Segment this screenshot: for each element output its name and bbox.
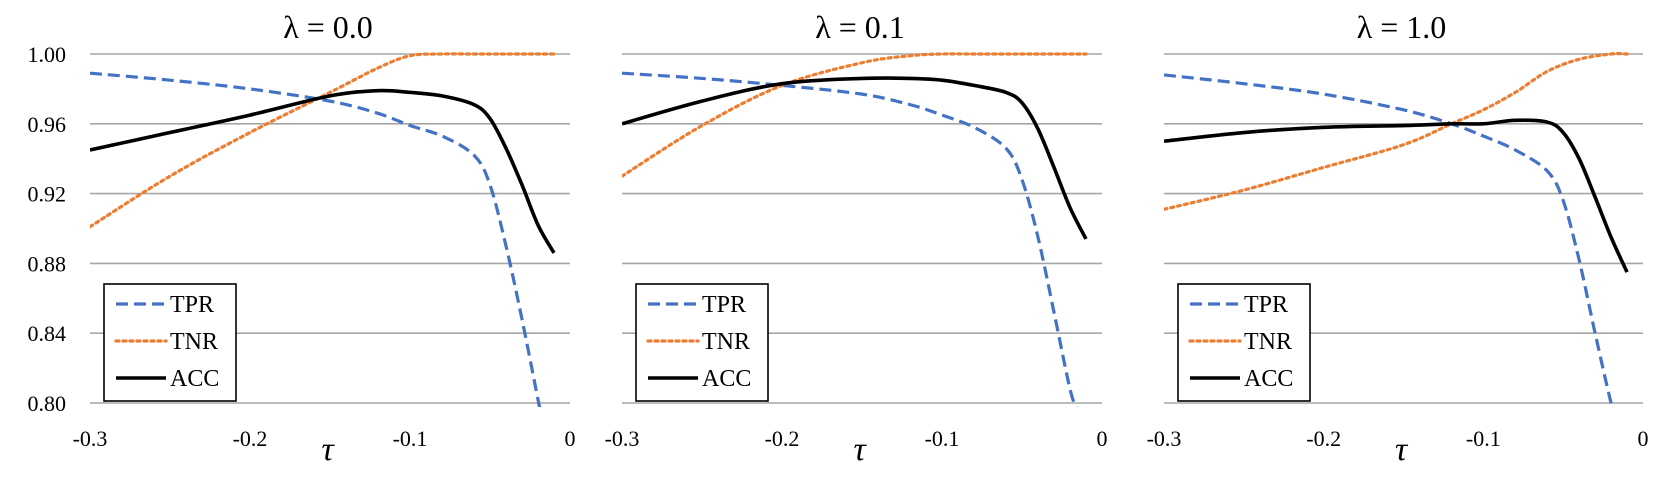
series-line-tpr [622, 71, 1078, 407]
y-tick-label: 0.84 [28, 321, 67, 346]
legend-label-acc: ACC [170, 366, 219, 392]
y-tick-label: 0.80 [28, 391, 67, 416]
y-tick-label: 1.00 [28, 42, 67, 67]
x-tick-label: -0.2 [765, 426, 800, 451]
y-tick-label: 0.88 [28, 251, 67, 276]
plot-area [622, 52, 1088, 407]
series-line-acc [90, 88, 556, 254]
legend-label-tnr: TNR [170, 329, 218, 355]
x-axis-label: τ [1395, 431, 1409, 468]
chart-title: λ = 0.1 [815, 9, 905, 45]
series-line-tnr [1164, 52, 1629, 211]
plot-area [90, 52, 556, 407]
x-tick-label: 0 [565, 426, 576, 451]
legend-label-tpr: TPR [170, 292, 214, 318]
x-tick-label: 0 [1097, 426, 1108, 451]
series-line-tnr [90, 52, 556, 229]
legend-label-tnr: TNR [702, 329, 750, 355]
legend-label-tpr: TPR [702, 292, 746, 318]
legend-label-tpr: TPR [1244, 292, 1288, 318]
x-tick-label: -0.1 [393, 426, 428, 451]
series-line-acc [622, 76, 1088, 240]
series-line-tpr [1164, 73, 1614, 407]
chart-title: λ = 1.0 [1357, 9, 1447, 45]
chart-panel-lambda-0.1: -0.3 -0.2 -0.1 0 τ λ = 0.1 TPR TNR ACC [605, 9, 1108, 468]
legend: TPR TNR ACC [635, 283, 769, 402]
x-tick-label: -0.3 [1147, 426, 1182, 451]
x-tick-label: -0.1 [925, 426, 960, 451]
series-line-tnr [622, 52, 1088, 178]
legend-label-acc: ACC [1244, 366, 1293, 392]
chart-title: λ = 0.0 [283, 9, 373, 45]
plot-area [1164, 52, 1629, 407]
series-line-acc [1164, 118, 1629, 273]
x-tick-label: -0.1 [1466, 426, 1501, 451]
x-tick-label: -0.3 [73, 426, 108, 451]
y-tick-label: 0.96 [28, 112, 67, 137]
x-axis-label: τ [322, 431, 336, 468]
legend: TPR TNR ACC [1177, 283, 1311, 402]
series-line-tpr [90, 71, 542, 407]
chart-panel-lambda-0.0: 1.00 0.96 0.92 0.88 0.84 0.80-0.3 -0.2 -0.1 0 τ λ … [28, 9, 576, 468]
x-tick-label: 0 [1638, 426, 1649, 451]
legend-label-acc: ACC [702, 366, 751, 392]
x-tick-label: -0.2 [1306, 426, 1341, 451]
x-tick-label: -0.2 [233, 426, 268, 451]
x-axis-label: τ [854, 431, 868, 468]
x-tick-label: -0.3 [605, 426, 640, 451]
y-tick-label: 0.92 [28, 182, 67, 207]
legend: TPR TNR ACC [103, 283, 237, 402]
legend-label-tnr: TNR [1244, 329, 1292, 355]
chart-panel-lambda-1.0: -0.3 -0.2 -0.1 0 τ λ = 1.0 TPR TNR ACC [1147, 9, 1649, 468]
